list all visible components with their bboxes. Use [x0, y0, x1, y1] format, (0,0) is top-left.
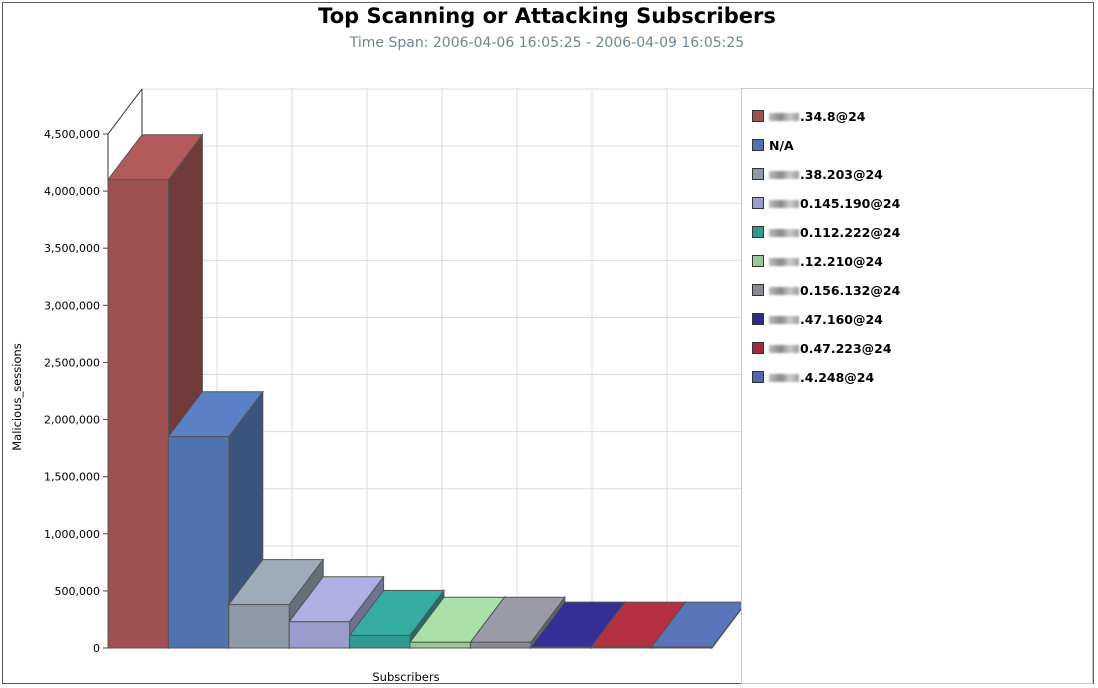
- legend-item: .34.8@24: [752, 109, 866, 125]
- y-tick-label: 3,000,000: [44, 299, 100, 312]
- bar: [167, 390, 264, 650]
- redacted-address: [769, 258, 799, 266]
- y-tick-label: 4,500,000: [44, 128, 100, 141]
- bar-front: [228, 604, 290, 649]
- y-tick-label: 1,500,000: [44, 471, 100, 484]
- legend-label: 0.112.222@24: [800, 225, 901, 240]
- bar-front: [288, 621, 351, 649]
- legend-swatch: [752, 197, 764, 209]
- bar-layer: [106, 133, 748, 650]
- bar-front: [409, 641, 471, 649]
- legend-label: .4.248@24: [800, 370, 875, 385]
- redacted-address: [769, 316, 799, 324]
- legend-swatch: [752, 255, 764, 267]
- bar-front: [651, 646, 713, 649]
- y-tick-label: 1,000,000: [44, 528, 100, 541]
- redacted-address: [769, 200, 799, 208]
- legend-item: 0.145.190@24: [752, 196, 900, 212]
- y-axis-label: Malicious_sessions: [10, 343, 24, 451]
- legend-swatch: [752, 226, 764, 238]
- legend-item: .4.248@24: [752, 370, 874, 386]
- bar: [227, 558, 325, 650]
- legend-label: 0.47.223@24: [800, 341, 892, 356]
- legend-item: 0.156.132@24: [752, 283, 900, 299]
- legend-label: .12.210@24: [800, 254, 883, 269]
- y-tick-label: 0: [93, 642, 100, 655]
- legend-swatch: [752, 371, 764, 383]
- legend-item: .12.210@24: [752, 254, 883, 270]
- y-tick-label: 2,000,000: [44, 414, 100, 427]
- legend-item: 0.112.222@24: [752, 225, 900, 241]
- bar-front: [107, 179, 169, 649]
- legend-label: N/A: [769, 138, 794, 153]
- redacted-address: [769, 374, 799, 382]
- bar-front: [530, 646, 592, 649]
- y-axis-depth: [107, 88, 143, 135]
- x-axis-label: Subscribers: [372, 670, 439, 684]
- legend-swatch: [752, 168, 764, 180]
- chart-title: Top Scanning or Attacking Subscribers: [318, 4, 776, 28]
- legend-swatch: [752, 342, 764, 354]
- chart-subtitle: Time Span: 2006-04-06 16:05:25 - 2006-04…: [349, 35, 745, 51]
- bar-front: [590, 646, 653, 649]
- legend-item: 0.47.223@24: [752, 341, 892, 357]
- legend-swatch: [752, 139, 764, 151]
- bar-front: [469, 641, 532, 649]
- legend-label: .47.160@24: [800, 312, 883, 327]
- legend-item: .47.160@24: [752, 312, 883, 328]
- redacted-address: [769, 113, 799, 121]
- chart-legend: .34.8@24 N/A .38.203@24 0.145.190@24 0.112.2…: [741, 88, 1093, 684]
- redacted-address: [769, 171, 799, 179]
- legend-swatch: [752, 110, 764, 122]
- redacted-address: [769, 345, 799, 353]
- legend-label: 0.145.190@24: [800, 196, 901, 211]
- y-tick-label: 3,500,000: [44, 242, 100, 255]
- legend-item: N/A: [752, 138, 794, 154]
- redacted-address: [769, 229, 799, 237]
- bar-front: [349, 634, 411, 649]
- legend-swatch: [752, 313, 764, 325]
- redacted-address: [769, 287, 799, 295]
- legend-label: .34.8@24: [800, 109, 866, 124]
- y-tick-label: 2,500,000: [44, 356, 100, 369]
- legend-swatch: [752, 284, 764, 296]
- legend-label: .38.203@24: [800, 167, 883, 182]
- y-tick-label: 4,000,000: [44, 185, 100, 198]
- y-tick-label: 500,000: [55, 585, 101, 598]
- legend-item: .38.203@24: [752, 167, 883, 183]
- bar-front: [167, 436, 230, 649]
- legend-label: 0.156.132@24: [800, 283, 901, 298]
